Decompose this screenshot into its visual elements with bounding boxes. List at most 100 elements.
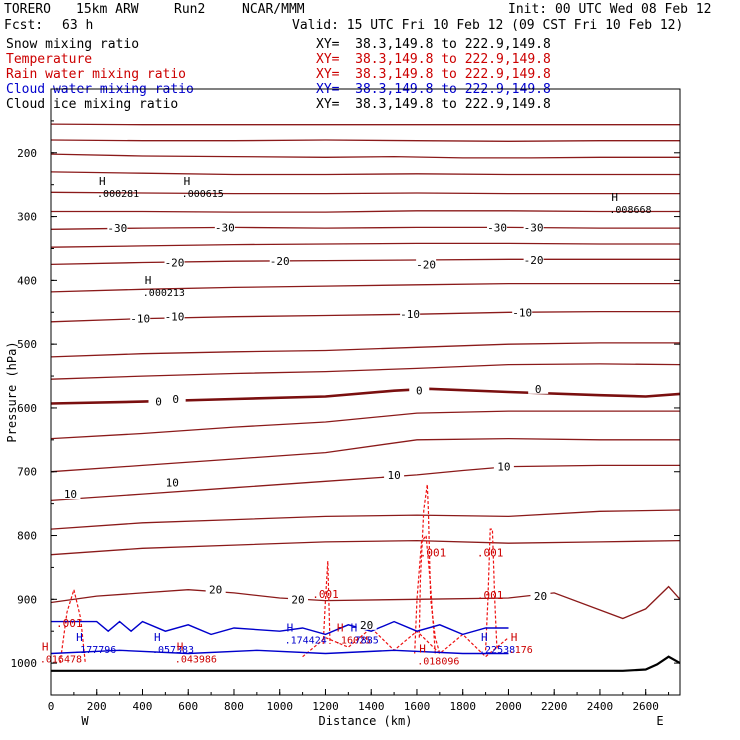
x-tick-label: 400 [133, 700, 153, 713]
maximum-value: .16025 [335, 636, 371, 647]
temperature-contour [50, 585, 681, 620]
maximum-marker: H [511, 631, 518, 644]
temperature-label: -10 [130, 313, 150, 326]
x-tick-label: 1000 [266, 700, 293, 713]
label-mask [148, 395, 169, 407]
temperature-contour [51, 210, 680, 213]
temperature-label: 0 [535, 383, 542, 396]
temperature-contour [50, 242, 680, 248]
x-tick-label: 800 [224, 700, 244, 713]
maximum-value: .057383 [152, 645, 194, 656]
y-tick-label: 400 [17, 274, 37, 287]
header-init: Init: 00 UTC Wed 08 Feb 12 [508, 2, 712, 17]
rain-contour [302, 627, 509, 658]
y-tick-label: 300 [17, 211, 37, 224]
maximum-value: .7885 [349, 636, 379, 647]
legend-rain-xy: XY= 38.3,149.8 to 222.9,149.8 [316, 67, 551, 82]
temperature-label: -30 [487, 221, 507, 234]
header-fcst-value: 63 h [62, 18, 94, 33]
temperature-label: -10 [512, 306, 532, 319]
temperature-label: -30 [215, 221, 235, 234]
maximum-value: .174424 [285, 636, 327, 647]
header-model: TORERO [4, 2, 51, 17]
temperature-label: 0 [172, 393, 179, 406]
axes: 0 200 400 600 800 1000 1200 1400 1600 1800 2000 220… [5, 120, 680, 728]
temperature-contour [50, 410, 680, 440]
temperature-label: 10 [497, 461, 510, 474]
rain-contour [485, 528, 498, 651]
temperature-contour [50, 539, 681, 556]
y-tick-label: 700 [17, 466, 37, 479]
temperature-contour [50, 509, 681, 530]
y-tick-label: 600 [17, 402, 37, 415]
legend-snow: Snow mixing ratio [6, 37, 140, 52]
temperature-label: -10 [400, 308, 420, 321]
y-axis-label: Pressure (hPa) [5, 341, 19, 442]
maximum-marker: H [184, 175, 191, 188]
maximum-value: .177796 [74, 645, 116, 656]
temperature-label: -20 [416, 258, 436, 271]
x-tick-label: 200 [87, 700, 107, 713]
maximum-marker: H [154, 631, 161, 644]
maximum-value: .000281 [97, 189, 139, 200]
header-valid: Valid: 15 UTC Fri 10 Feb 12 (09 CST Fri … [292, 18, 684, 33]
maximum-marker: H [351, 622, 358, 635]
maximum-marker: H [337, 622, 344, 635]
label-mask [384, 468, 405, 480]
plot-frame [50, 88, 681, 696]
temperature-contour [50, 123, 680, 126]
temperature-label: 10 [166, 477, 179, 490]
temperature-label: -10 [165, 311, 185, 324]
maximum-value: .176 [509, 645, 533, 656]
temperature-contour [50, 363, 681, 380]
maxima-labels: H.000281H.000615H.000213H.008668H.016478… [40, 175, 652, 668]
maximum-value: .000615 [182, 189, 224, 200]
maximum-marker: H [419, 643, 426, 656]
label-mask [164, 256, 185, 268]
legend-cloud-ice: Cloud ice mixing ratio [6, 97, 179, 112]
header-org: NCAR/MMM [242, 2, 305, 17]
temperature-label: -20 [524, 254, 544, 267]
temperature-contour [50, 226, 680, 230]
header-run: Run2 [174, 2, 206, 17]
x-tick-label: 2400 [587, 700, 614, 713]
x-tick-label: 2600 [632, 700, 659, 713]
temperature-contour [50, 437, 680, 473]
label-mask [409, 384, 430, 396]
label-mask [487, 221, 508, 233]
maximum-marker: H [76, 631, 83, 644]
temperature-contour [50, 387, 681, 405]
y-tick-label: 500 [17, 338, 37, 351]
cloud-water-contours [50, 620, 509, 655]
maximum-marker: H [145, 274, 152, 287]
maximum-marker: H [611, 191, 618, 204]
x-tick-label: 600 [178, 700, 198, 713]
temperature-contour [50, 258, 680, 266]
rain-contour [418, 484, 441, 654]
terrain-contour [51, 655, 681, 672]
label-mask [165, 393, 186, 405]
rain-label: .001 [477, 589, 504, 602]
label-mask [530, 590, 551, 602]
label-mask [528, 382, 549, 394]
header-resolution: 15km ARW [76, 2, 139, 17]
legend-rain: Rain water mixing ratio [6, 67, 187, 82]
legend-cloud-ice-xy: XY= 38.3,149.8 to 222.9,149.8 [316, 97, 551, 112]
temperature-contour [50, 191, 680, 195]
maximum-value: .043986 [175, 655, 217, 666]
temperature-label: -30 [107, 222, 127, 235]
header-fcst-label: Fcst: [4, 18, 44, 33]
temperature-contour [50, 153, 680, 159]
x-tick-label: 1600 [404, 700, 431, 713]
temperature-contour [50, 342, 680, 358]
y-tick-label: 800 [17, 530, 37, 543]
temperature-label: -20 [270, 255, 290, 268]
x-tick-label: 2200 [541, 700, 568, 713]
temperature-label: 10 [387, 469, 400, 482]
x-tick-label: 1200 [312, 700, 339, 713]
temperature-label: 0 [416, 385, 423, 398]
temperature-label: -30 [524, 221, 544, 234]
maximum-value: .22538 [479, 645, 515, 656]
temperature-contour [50, 310, 680, 323]
